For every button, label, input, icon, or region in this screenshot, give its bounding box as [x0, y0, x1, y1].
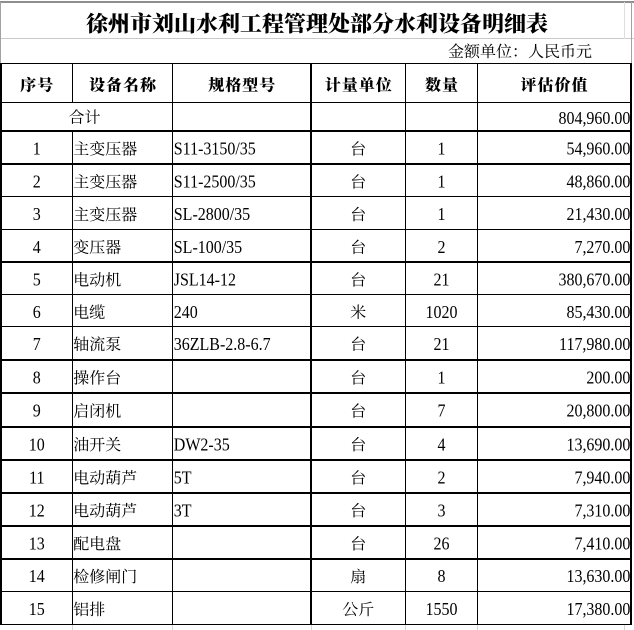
svg-text:117,980.00: 117,980.00 [559, 334, 630, 354]
svg-text:26: 26 [434, 534, 450, 554]
svg-text:14: 14 [29, 566, 45, 586]
svg-text:804,960.00: 804,960.00 [558, 108, 630, 128]
svg-text:1: 1 [438, 204, 446, 224]
svg-text:6: 6 [33, 302, 41, 322]
svg-text:9: 9 [33, 401, 41, 421]
svg-text:7: 7 [438, 401, 446, 421]
svg-text:2: 2 [438, 468, 446, 488]
svg-text:240: 240 [174, 302, 198, 322]
svg-text:10: 10 [29, 434, 45, 454]
svg-text:2: 2 [438, 237, 446, 257]
svg-text:SL-100/35: SL-100/35 [174, 237, 242, 257]
svg-text:7,270.00: 7,270.00 [574, 237, 630, 257]
svg-text:1: 1 [438, 172, 446, 192]
svg-text:3: 3 [438, 500, 446, 520]
svg-text:5T: 5T [174, 468, 192, 488]
svg-text:2: 2 [33, 172, 41, 192]
svg-text:21: 21 [434, 334, 450, 354]
svg-text:21,430.00: 21,430.00 [566, 204, 630, 224]
svg-text:1: 1 [438, 139, 446, 159]
svg-text:5: 5 [33, 270, 41, 290]
svg-text:7,940.00: 7,940.00 [574, 468, 630, 488]
svg-text:7: 7 [33, 334, 41, 354]
svg-text:S11-2500/35: S11-2500/35 [174, 172, 256, 192]
svg-text:13,630.00: 13,630.00 [566, 566, 630, 586]
svg-text:48,860.00: 48,860.00 [566, 172, 630, 192]
svg-text:4: 4 [438, 434, 446, 454]
svg-text:3: 3 [33, 204, 41, 224]
svg-text:S11-3150/35: S11-3150/35 [174, 139, 256, 159]
svg-text:36ZLB-2.8-6.7: 36ZLB-2.8-6.7 [174, 334, 271, 354]
svg-text:1020: 1020 [426, 302, 458, 322]
svg-text:SL-2800/35: SL-2800/35 [174, 204, 250, 224]
svg-text:200.00: 200.00 [586, 368, 630, 388]
svg-text:7,310.00: 7,310.00 [574, 500, 630, 520]
svg-text:380,670.00: 380,670.00 [558, 270, 630, 290]
svg-text:11: 11 [29, 468, 44, 488]
svg-text:3T: 3T [174, 500, 192, 520]
svg-text:85,430.00: 85,430.00 [566, 302, 630, 322]
svg-text:1: 1 [438, 368, 446, 388]
svg-text:8: 8 [438, 566, 446, 586]
svg-text:1550: 1550 [426, 599, 458, 619]
svg-text:12: 12 [29, 500, 45, 520]
svg-text:54,960.00: 54,960.00 [566, 139, 630, 159]
svg-text:20,800.00: 20,800.00 [566, 401, 630, 421]
svg-text:1: 1 [33, 139, 41, 159]
svg-text:13: 13 [29, 534, 45, 554]
svg-text:15: 15 [29, 599, 45, 619]
svg-text:DW2-35: DW2-35 [174, 434, 230, 454]
svg-text:21: 21 [434, 270, 450, 290]
svg-text:13,690.00: 13,690.00 [566, 434, 630, 454]
svg-text:4: 4 [33, 237, 41, 257]
svg-text:17,380.00: 17,380.00 [566, 599, 630, 619]
svg-text:JSL14-12: JSL14-12 [174, 270, 236, 290]
svg-text:8: 8 [33, 368, 41, 388]
svg-text:7,410.00: 7,410.00 [574, 534, 630, 554]
